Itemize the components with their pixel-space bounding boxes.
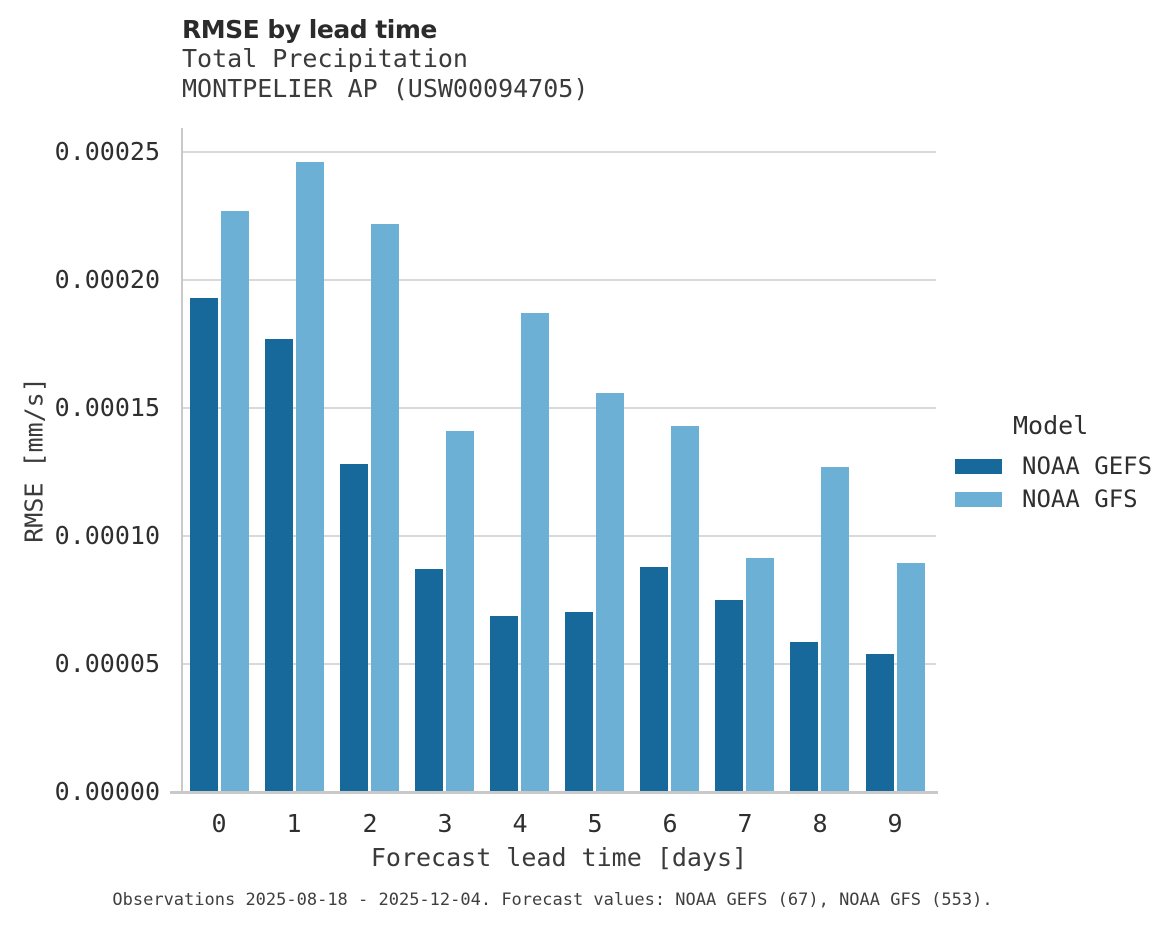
y-tick-label-0.00000: 0.00000 (54, 777, 160, 806)
bar-noaa-gefs-lead-6 (640, 567, 668, 792)
legend-label-noaa-gefs: NOAA GEFS (1022, 452, 1153, 480)
y-axis-spine (181, 128, 183, 792)
gridline-0.00010 (182, 535, 936, 537)
bar-noaa-gfs-lead-4 (521, 313, 549, 792)
chart-subtitle-variable: Total Precipitation (182, 44, 468, 73)
bar-noaa-gefs-lead-0 (190, 298, 218, 792)
x-axis-line (170, 791, 938, 794)
gridline-0.00015 (182, 407, 936, 409)
x-tick-label-0: 0 (211, 809, 227, 838)
y-tick-label-0.00010: 0.00010 (54, 521, 160, 550)
x-axis-label: Forecast lead time [days] (370, 843, 748, 872)
bar-noaa-gfs-lead-1 (296, 162, 324, 792)
bar-noaa-gefs-lead-2 (340, 464, 368, 792)
bar-noaa-gfs-lead-3 (446, 431, 474, 792)
bar-noaa-gfs-lead-5 (596, 393, 624, 792)
y-tick-label-0.00015: 0.00015 (54, 393, 160, 422)
x-tick-label-5: 5 (587, 809, 603, 838)
bar-noaa-gfs-lead-2 (371, 224, 399, 792)
x-tick-label-2: 2 (362, 809, 378, 838)
x-tick-label-7: 7 (737, 809, 753, 838)
x-tick-label-3: 3 (437, 809, 453, 838)
x-tick-label-8: 8 (812, 809, 828, 838)
bar-noaa-gefs-lead-1 (265, 339, 293, 792)
x-tick-label-4: 4 (512, 809, 528, 838)
y-tick-label-0.00020: 0.00020 (54, 265, 160, 294)
legend-item-noaa-gefs[interactable]: NOAA GEFS (955, 453, 1152, 479)
bar-noaa-gfs-lead-0 (221, 211, 249, 792)
bar-noaa-gfs-lead-6 (671, 426, 699, 792)
legend-label-noaa-gfs: NOAA GFS (1022, 485, 1138, 513)
gridline-0.00020 (182, 279, 936, 281)
legend-swatch-noaa-gfs (955, 491, 1002, 507)
chart-subtitle-station: MONTPELIER AP (USW00094705) (182, 74, 589, 103)
x-tick-label-6: 6 (662, 809, 678, 838)
bar-noaa-gefs-lead-7 (715, 600, 743, 792)
y-tick-label-0.00005: 0.00005 (54, 649, 160, 678)
x-tick-label-9: 9 (887, 809, 903, 838)
bar-noaa-gefs-lead-3 (415, 569, 443, 792)
legend-title: Model (1013, 411, 1089, 440)
chart-title: RMSE by lead time (182, 15, 437, 44)
bar-noaa-gfs-lead-7 (746, 558, 774, 792)
bar-noaa-gefs-lead-5 (565, 612, 593, 792)
legend-item-noaa-gfs[interactable]: NOAA GFS (955, 486, 1138, 512)
bar-noaa-gefs-lead-9 (866, 654, 894, 792)
y-tick-label-0.00025: 0.00025 (54, 137, 160, 166)
gridline-0.00025 (182, 151, 936, 153)
x-tick-label-1: 1 (286, 809, 302, 838)
bar-noaa-gefs-lead-8 (790, 642, 818, 792)
gridline-0.00005 (182, 663, 936, 665)
legend-swatch-noaa-gefs (955, 458, 1002, 474)
bar-noaa-gfs-lead-8 (821, 467, 849, 792)
bar-noaa-gefs-lead-4 (490, 616, 518, 792)
bar-noaa-gfs-lead-9 (897, 563, 925, 792)
caption: Observations 2025-08-18 - 2025-12-04. Fo… (112, 890, 993, 910)
